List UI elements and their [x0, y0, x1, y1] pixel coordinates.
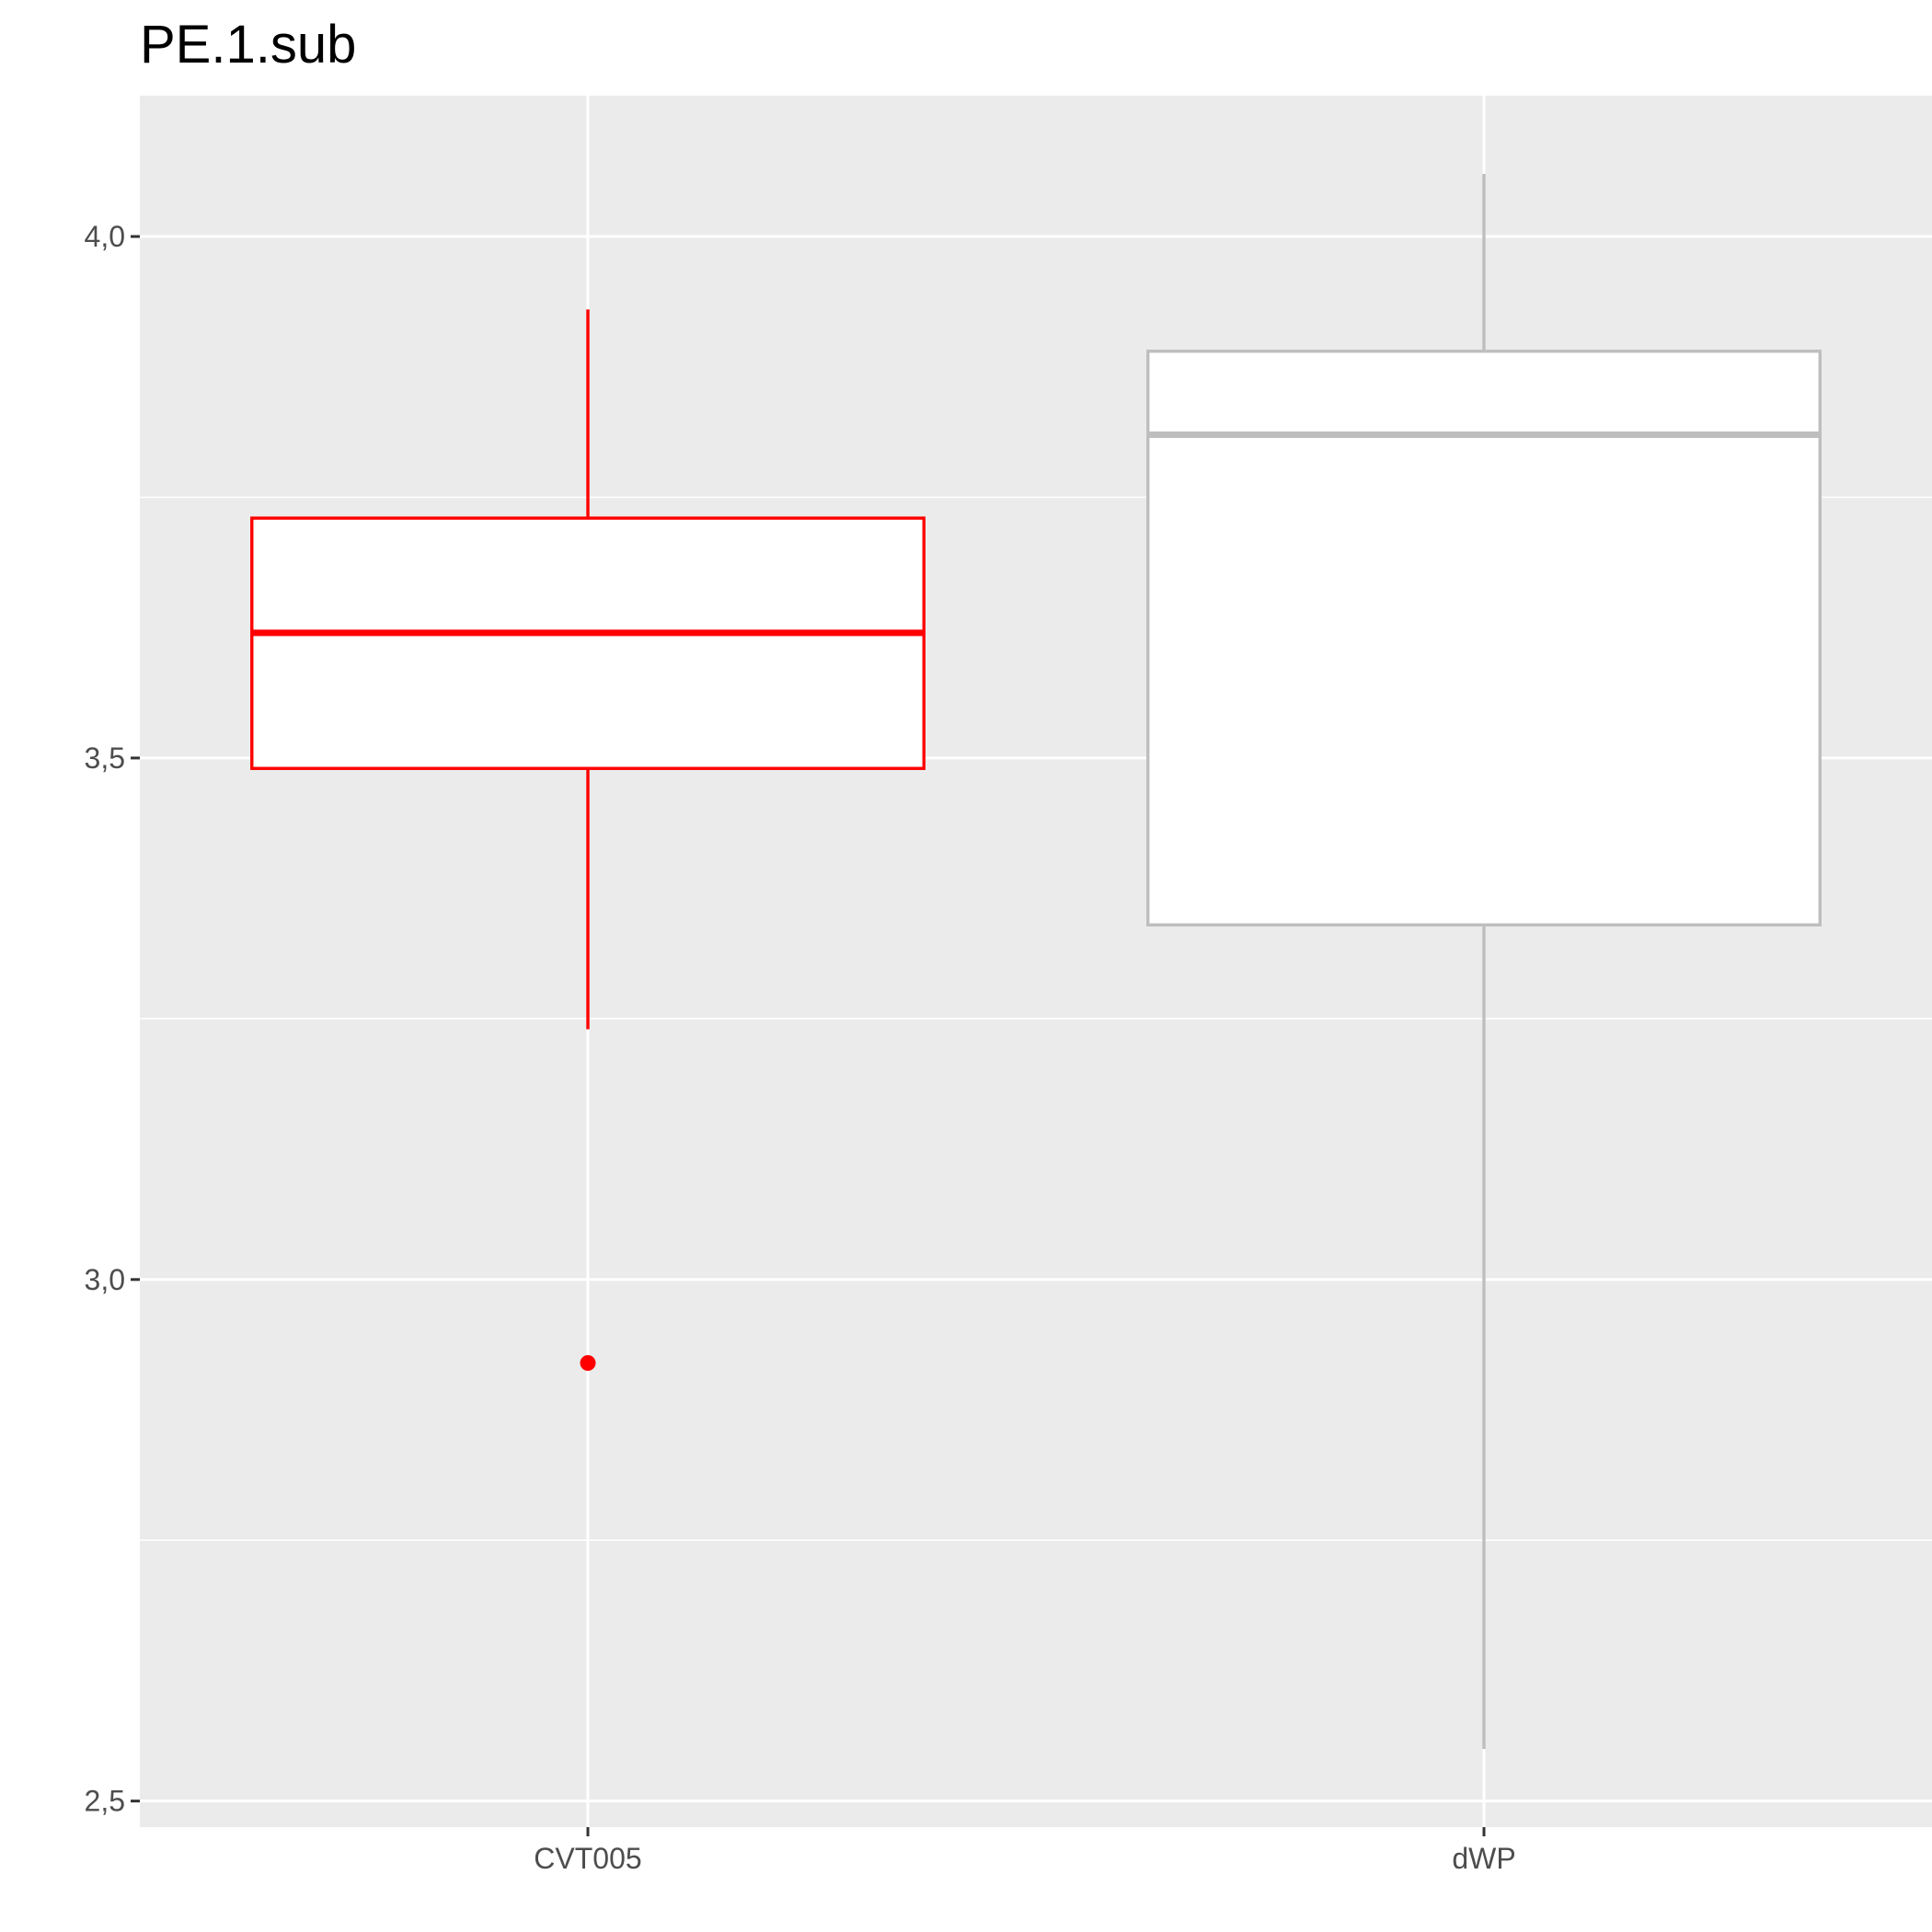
x-tick-label: dWP: [1452, 1842, 1515, 1875]
box-cvt005: [250, 309, 926, 1371]
x-tick-label: CVT005: [534, 1842, 641, 1875]
box-iqr: [1146, 350, 1822, 927]
axes-layer: 2,5 3,0 3,5 4,0 CVT005 dWP: [85, 220, 1516, 1875]
y-tick-label: 3,5: [85, 742, 125, 775]
box-iqr: [250, 516, 926, 770]
box-dwp: [1146, 174, 1822, 1749]
y-tick-label: 4,0: [85, 220, 125, 253]
chart-title: PE.1.sub: [140, 15, 356, 75]
outlier-point: [580, 1354, 596, 1371]
y-tick-label: 3,0: [85, 1263, 125, 1296]
y-tick-label: 2,5: [85, 1785, 125, 1818]
boxes-layer: [250, 174, 1822, 1749]
